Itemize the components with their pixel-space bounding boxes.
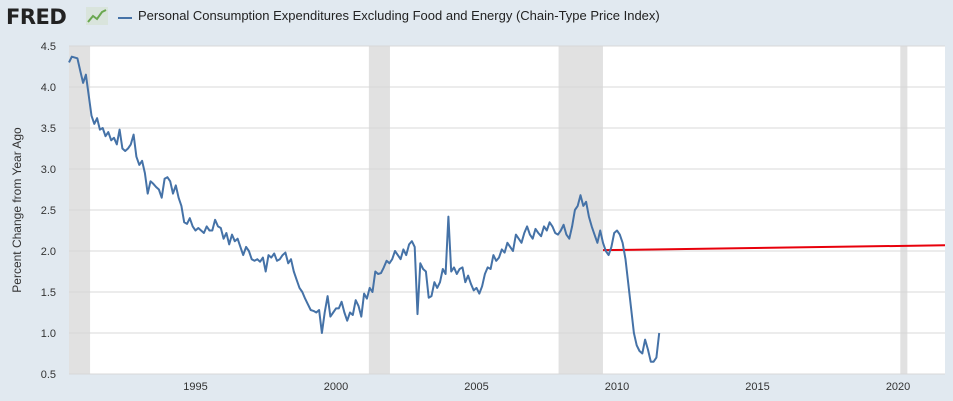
y-tick-label: 1.0 bbox=[41, 328, 56, 340]
reference-line bbox=[602, 244, 946, 252]
x-tick-label: 2010 bbox=[605, 381, 629, 393]
x-tick-label: 2020 bbox=[886, 381, 910, 393]
x-tick-label: 1995 bbox=[183, 381, 207, 393]
chart-header: FRED Personal Consumption Expenditures E… bbox=[0, 0, 953, 38]
y-tick-label: 3.5 bbox=[41, 123, 56, 135]
line-chart-icon bbox=[86, 7, 108, 25]
x-tick-label: 2000 bbox=[324, 381, 348, 393]
gridlines bbox=[69, 45, 945, 375]
x-tick-label: 2015 bbox=[745, 381, 769, 393]
y-tick-label: 3.0 bbox=[41, 164, 56, 176]
fred-logo[interactable]: FRED bbox=[6, 5, 67, 29]
y-tick-label: 1.5 bbox=[41, 287, 56, 299]
y-tick-label: 4.5 bbox=[41, 41, 56, 53]
chart-title: Personal Consumption Expenditures Exclud… bbox=[138, 8, 660, 23]
series-line bbox=[68, 55, 661, 363]
y-axis-ticks: 0.5 1.0 1.5 2.0 2.5 3.0 3.5 4.0 4.5 bbox=[41, 41, 56, 381]
y-tick-label: 0.5 bbox=[41, 369, 56, 381]
y-tick-label: 2.5 bbox=[41, 205, 56, 217]
y-axis-label: Percent Change from Year Ago bbox=[10, 127, 24, 293]
y-tick-label: 4.0 bbox=[41, 82, 56, 94]
x-axis-ticks: 1995 2000 2005 2010 2015 2020 bbox=[183, 381, 910, 393]
legend-swatch bbox=[118, 17, 132, 19]
y-tick-label: 2.0 bbox=[41, 246, 56, 258]
x-tick-label: 2005 bbox=[464, 381, 488, 393]
